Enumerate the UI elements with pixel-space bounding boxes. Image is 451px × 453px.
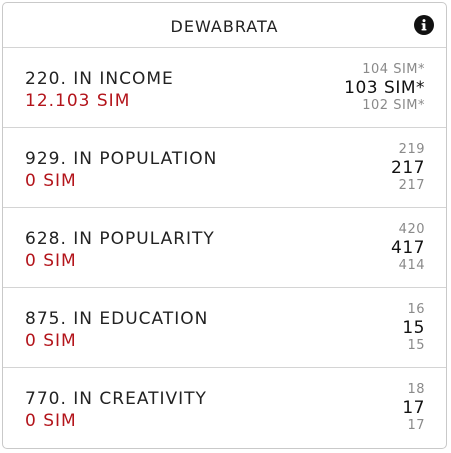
rank-current: 103 SIM* <box>344 78 425 98</box>
ranking-panel: DEWABRATA 220. IN INCOME 12.103 SIM 104 … <box>2 2 447 449</box>
ranking-value: 0 SIM <box>25 171 77 191</box>
ranking-label: 628. IN POPULARITY <box>25 229 215 249</box>
ranking-value: 12.103 SIM <box>25 91 131 111</box>
ranking-label: 929. IN POPULATION <box>25 149 218 169</box>
ranking-row-education[interactable]: 875. IN EDUCATION 0 SIM 16 15 15 <box>3 288 446 368</box>
rank-below: 15 <box>407 338 425 353</box>
rank-below: 17 <box>407 418 425 433</box>
ranking-row-creativity[interactable]: 770. IN CREATIVITY 0 SIM 18 17 17 <box>3 368 446 448</box>
rank-above: 219 <box>398 142 425 157</box>
rank-current: 17 <box>402 398 425 418</box>
rank-above: 16 <box>407 302 425 317</box>
ranking-value: 0 SIM <box>25 251 77 271</box>
ranking-label: 220. IN INCOME <box>25 69 174 89</box>
ranking-label: 875. IN EDUCATION <box>25 309 209 329</box>
ranking-row-population[interactable]: 929. IN POPULATION 0 SIM 219 217 217 <box>3 128 446 208</box>
panel-header: DEWABRATA <box>3 3 446 48</box>
ranking-value: 0 SIM <box>25 411 77 431</box>
ranking-row-income[interactable]: 220. IN INCOME 12.103 SIM 104 SIM* 103 S… <box>3 48 446 128</box>
neighbor-ranks: 219 217 217 <box>391 142 425 194</box>
rank-below: 414 <box>398 258 425 273</box>
player-name-title: DEWABRATA <box>170 17 279 36</box>
ranking-value: 0 SIM <box>25 331 77 351</box>
rank-below: 102 SIM* <box>362 98 425 113</box>
rank-above: 420 <box>398 222 425 237</box>
rank-current: 15 <box>402 318 425 338</box>
rank-above: 104 SIM* <box>362 62 425 77</box>
neighbor-ranks: 420 417 414 <box>391 222 425 274</box>
neighbor-ranks: 18 17 17 <box>402 382 425 434</box>
ranking-row-popularity[interactable]: 628. IN POPULARITY 0 SIM 420 417 414 <box>3 208 446 288</box>
rank-below: 217 <box>398 178 425 193</box>
rank-current: 417 <box>391 238 425 258</box>
rank-above: 18 <box>407 382 425 397</box>
rank-current: 217 <box>391 158 425 178</box>
ranking-label: 770. IN CREATIVITY <box>25 389 207 409</box>
neighbor-ranks: 104 SIM* 103 SIM* 102 SIM* <box>344 62 425 114</box>
neighbor-ranks: 16 15 15 <box>402 302 425 354</box>
info-icon[interactable] <box>414 15 434 35</box>
